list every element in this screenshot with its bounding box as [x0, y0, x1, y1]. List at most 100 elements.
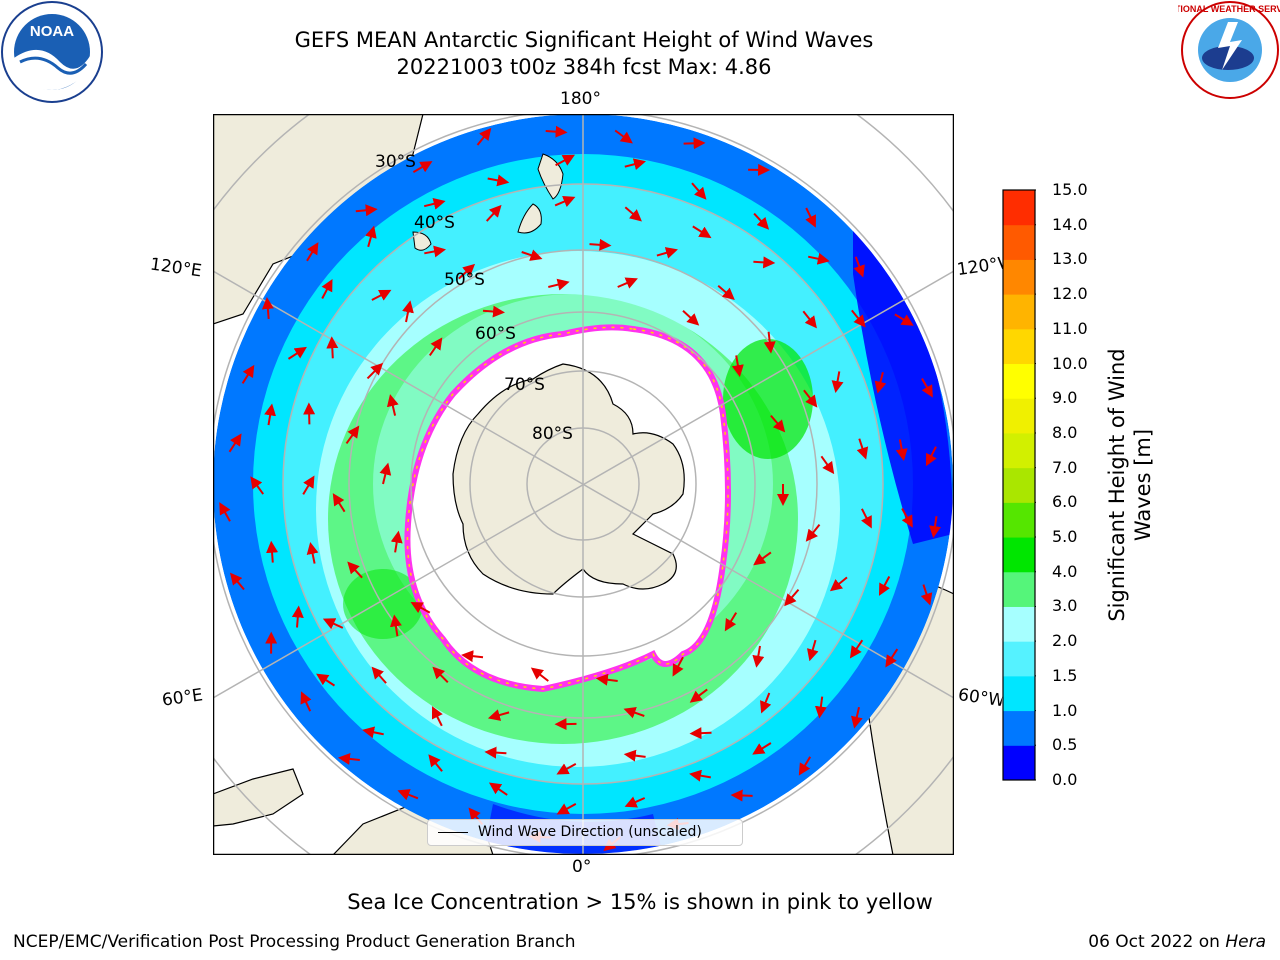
- wind-arrow: [337, 752, 360, 765]
- wind-arrow: [389, 614, 402, 637]
- wind-arrow: [753, 551, 772, 566]
- colorbar-tick-label: 13.0: [1052, 249, 1088, 269]
- wind-arrow: [856, 438, 869, 460]
- nws-logo: NATIONAL WEATHER SERVICE: [1178, 1, 1280, 99]
- lat-label-80s: 80°S: [532, 424, 573, 444]
- wind-arrow: [614, 129, 633, 144]
- colorbar-segment: [1003, 190, 1035, 226]
- wind-arrow: [302, 475, 315, 495]
- nws-logo-text: NATIONAL WEATHER SERVICE: [1178, 4, 1280, 14]
- wind-arrow: [589, 238, 612, 251]
- wind-arrow: [326, 336, 339, 359]
- wind-arrow: [555, 154, 575, 167]
- colorbar: [1002, 189, 1036, 781]
- lat-label-40s: 40°S: [414, 213, 455, 233]
- wind-arrow: [829, 576, 848, 592]
- map-legend: Wind Wave Direction (unscaled): [427, 819, 743, 846]
- wind-arrow: [229, 572, 245, 591]
- wind-arrow: [682, 310, 700, 326]
- wind-arrow: [347, 561, 363, 579]
- wind-arrow: [390, 530, 403, 553]
- wind-arrow: [402, 300, 414, 323]
- footer-date: 06 Oct 2022 on Hera: [1088, 932, 1266, 952]
- legend-label: Wind Wave Direction (unscaled): [478, 824, 702, 840]
- colorbar-tick-label: 6.0: [1052, 492, 1078, 512]
- colorbar-segment: [1003, 675, 1035, 712]
- wind-arrow: [770, 414, 786, 433]
- wind-arrow: [306, 242, 319, 262]
- tasmania-land: [412, 231, 432, 251]
- wind-arrow: [521, 249, 543, 261]
- wind-arrow: [805, 523, 821, 542]
- antarctica-land: [452, 363, 685, 595]
- wind-arrow: [595, 673, 618, 686]
- wind-arrow: [556, 763, 577, 775]
- wind-arrow: [261, 297, 274, 319]
- colorbar-segment: [1003, 502, 1035, 538]
- wind-arrow: [683, 137, 706, 150]
- wind-arrow: [929, 516, 941, 539]
- colorbar-tick-label: 15.0: [1052, 180, 1088, 199]
- wind-arrow: [849, 639, 864, 659]
- wind-arrow: [802, 310, 817, 329]
- lon-label-180: 180°: [560, 89, 601, 109]
- wind-arrow: [623, 707, 645, 719]
- lat-label-60s: 60°S: [475, 324, 516, 344]
- colorbar-tick-label: 7.0: [1052, 457, 1078, 477]
- wind-arrow: [814, 696, 827, 719]
- colorbar-tick-label: 1.5: [1052, 665, 1078, 685]
- wind-arrow: [717, 284, 735, 301]
- colorbar-tick-label: 11.0: [1052, 318, 1088, 338]
- wind-arrow: [689, 727, 712, 740]
- wind-arrow: [219, 502, 231, 522]
- legend-line-swatch: [438, 832, 468, 833]
- wind-arrow: [730, 789, 753, 802]
- colorbar-segment: [1003, 641, 1035, 677]
- wind-arrow: [228, 433, 242, 453]
- colorbar-segment: [1003, 537, 1035, 573]
- footer-host: Hera: [1225, 932, 1266, 952]
- wind-arrow: [878, 576, 891, 596]
- wind-arrow: [366, 362, 384, 380]
- wind-arrow: [820, 455, 835, 475]
- wind-arrow: [355, 204, 378, 217]
- wind-arrow: [851, 309, 866, 328]
- colorbar-segment: [1003, 328, 1035, 365]
- wind-arrow: [423, 197, 446, 210]
- africa-land: [213, 768, 304, 827]
- wind-arrow: [461, 650, 484, 663]
- wind-arrow: [689, 688, 708, 703]
- wind-arrow: [482, 305, 505, 318]
- wind-arrow: [901, 508, 913, 528]
- wind-arrow: [874, 372, 887, 394]
- wind-arrow: [752, 742, 772, 755]
- colorbar-segment: [1003, 745, 1035, 781]
- new-zealand-south-land: [517, 203, 542, 234]
- wind-arrow: [365, 225, 377, 248]
- colorbar-segment: [1003, 467, 1035, 503]
- wind-arrow: [362, 726, 384, 739]
- colorbar-tick-label: 4.0: [1052, 561, 1078, 581]
- colorbar-tick-label: 3.0: [1052, 596, 1078, 616]
- colorbar-border: [1002, 189, 1036, 781]
- wind-arrow: [806, 639, 819, 662]
- wind-arrow: [760, 692, 772, 714]
- wind-arrow: [321, 278, 333, 299]
- wind-arrow: [831, 371, 844, 394]
- wind-arrow: [895, 439, 908, 462]
- wind-arrow: [412, 161, 433, 173]
- wind-arrow: [431, 706, 443, 727]
- wind-arrow: [689, 769, 711, 782]
- wind-arrow: [322, 618, 344, 630]
- colorbar-tick-label: 10.0: [1052, 353, 1088, 373]
- chart-subtitle: 20221003 t00z 384h fcst Max: 4.86: [396, 55, 772, 79]
- wind-arrow: [624, 796, 646, 808]
- lon-label-120e: 120°E: [148, 254, 203, 282]
- wind-arrow: [805, 207, 816, 228]
- colorbar-segment: [1003, 224, 1035, 260]
- wind-arrow: [656, 247, 678, 259]
- wind-arrow: [545, 125, 568, 138]
- wind-arrow: [731, 355, 744, 378]
- colorbar-segment: [1003, 606, 1035, 642]
- wind-arrow: [345, 425, 360, 444]
